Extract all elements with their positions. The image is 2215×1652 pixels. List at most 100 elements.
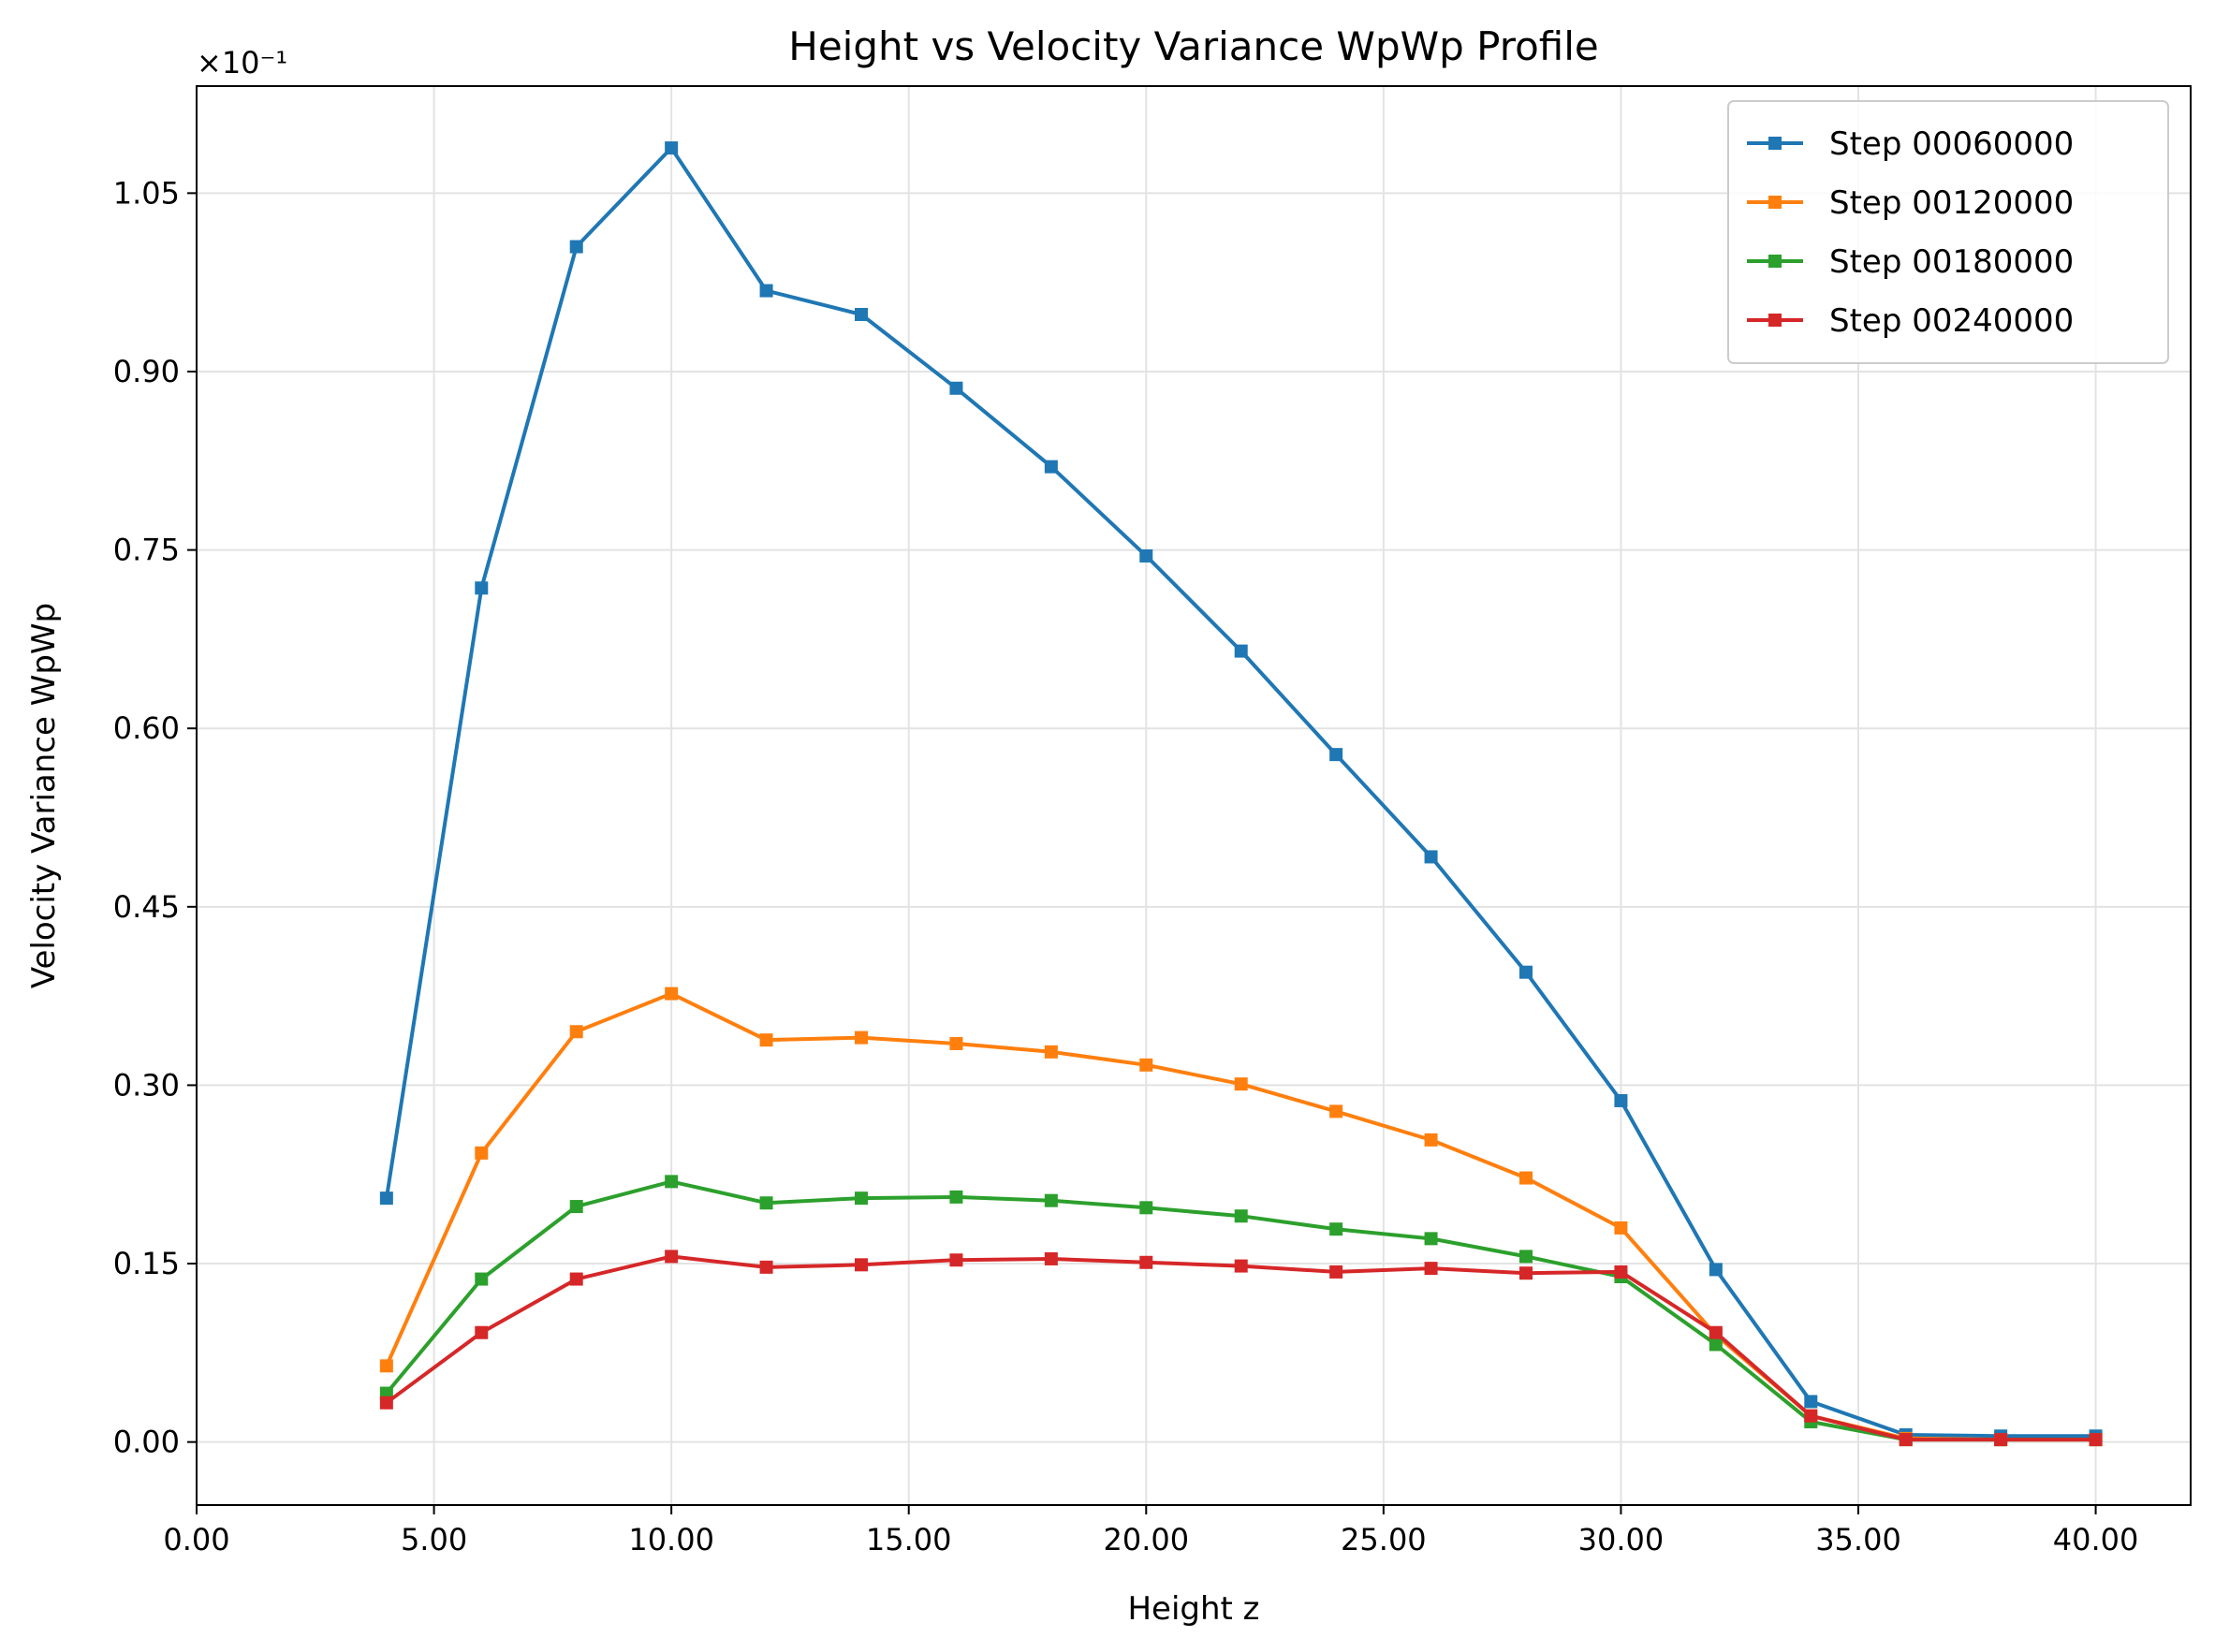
y-tick-label: 0.00 [113,1425,180,1460]
x-axis-label: Height z [1127,1590,1259,1628]
data-point-marker [855,1258,868,1272]
data-point-marker [1614,1221,1628,1235]
data-point-marker [1804,1409,1818,1423]
data-point-marker [759,1196,773,1210]
legend-swatch-marker [1768,137,1782,150]
x-tick-label: 30.00 [1578,1522,1665,1557]
data-point-marker [1234,1209,1248,1223]
data-point-marker [1424,1232,1438,1246]
x-tick-label: 10.00 [628,1522,714,1557]
data-point-marker [1139,548,1153,563]
data-point-marker [1519,1250,1533,1264]
data-point-marker [759,284,773,298]
chart-title: Height vs Velocity Variance WpWp Profile [788,23,1599,69]
data-point-marker [379,1191,393,1206]
legend: Step 00060000 Step 00120000 Step 00180000 S… [1727,100,2169,364]
legend-label: Step 00180000 [1829,243,2074,281]
axis-ticks: 0.00 5.00 10.00 15.00 20.00 25.00 30.00 35.00 40… [113,175,2139,1557]
data-point-marker [949,1036,963,1050]
data-point-marker [1709,1325,1723,1339]
y-tick-label: 0.30 [113,1067,180,1103]
data-point-marker [569,240,583,254]
legend-box [1727,100,2169,364]
data-point-marker [1424,1262,1438,1276]
data-point-marker [1329,1222,1343,1236]
y-tick-label: 0.45 [113,889,180,925]
data-point-marker [1329,1104,1343,1118]
data-point-marker [379,1396,393,1410]
data-point-marker [1804,1395,1818,1409]
data-point-marker [1329,1265,1343,1279]
data-point-marker [1139,1058,1153,1072]
data-point-marker [1139,1201,1153,1215]
data-point-marker [1044,1045,1058,1059]
data-point-marker [665,141,679,155]
data-point-marker [1044,1251,1058,1265]
data-point-marker [2089,1433,2103,1447]
data-point-marker [855,307,868,321]
data-point-marker [1234,644,1248,658]
data-point-marker [855,1191,868,1206]
data-point-marker [1519,965,1533,979]
data-point-marker [475,1272,489,1286]
data-point-marker [949,381,963,395]
legend-label: Step 00240000 [1829,302,2074,340]
legend-swatch-marker [1768,255,1782,268]
data-point-marker [1519,1266,1533,1280]
data-point-marker [1614,1093,1628,1107]
y-tick-label: 0.75 [113,533,180,568]
data-point-marker [1139,1255,1153,1269]
data-point-marker [855,1031,868,1045]
x-tick-label: 0.00 [163,1522,229,1557]
data-point-marker [1709,1338,1723,1352]
y-tick-label: 0.15 [113,1246,180,1281]
data-point-marker [949,1190,963,1204]
data-point-marker [1424,850,1438,864]
data-point-marker [475,1325,489,1339]
data-point-marker [949,1253,963,1267]
data-point-marker [475,581,489,595]
data-point-marker [569,1272,583,1286]
y-tick-label: 1.05 [113,175,180,211]
data-point-marker [1329,748,1343,762]
data-point-marker [759,1033,773,1047]
data-point-marker [1044,1193,1058,1207]
y-axis-offset-text: ×10⁻¹ [197,45,287,80]
series-layer [379,141,2103,1447]
data-point-marker [569,1025,583,1039]
x-tick-label: 5.00 [401,1522,467,1557]
data-point-marker [665,1175,679,1189]
data-point-marker [569,1200,583,1214]
series-group [379,1250,2103,1447]
x-tick-label: 35.00 [1815,1522,1901,1557]
data-point-marker [1709,1263,1723,1277]
data-point-marker [665,1250,679,1264]
data-point-marker [1899,1433,1913,1447]
data-point-marker [1519,1171,1533,1185]
data-point-marker [1424,1133,1438,1147]
legend-label: Step 00120000 [1829,184,2074,222]
legend-swatch-marker [1768,314,1782,327]
x-tick-label: 20.00 [1103,1522,1189,1557]
data-point-marker [1994,1433,2008,1447]
data-point-marker [1614,1265,1628,1279]
legend-item: Step 00240000 [1747,302,2074,340]
data-point-marker [1044,460,1058,474]
legend-item: Step 00120000 [1747,184,2074,222]
legend-item: Step 00060000 [1747,125,2074,163]
data-point-marker [475,1146,489,1160]
y-tick-label: 0.90 [113,354,180,389]
y-tick-label: 0.60 [113,710,180,746]
data-point-marker [1234,1259,1248,1273]
legend-swatch-marker [1768,196,1782,209]
legend-label: Step 00060000 [1829,125,2074,163]
x-tick-label: 25.00 [1341,1522,1427,1557]
x-tick-label: 40.00 [2053,1522,2139,1557]
data-point-marker [1234,1077,1248,1091]
x-tick-label: 15.00 [866,1522,952,1557]
data-point-marker [379,1359,393,1373]
data-point-marker [759,1260,773,1274]
plot-frame [196,85,2192,1506]
data-point-marker [665,987,679,1001]
